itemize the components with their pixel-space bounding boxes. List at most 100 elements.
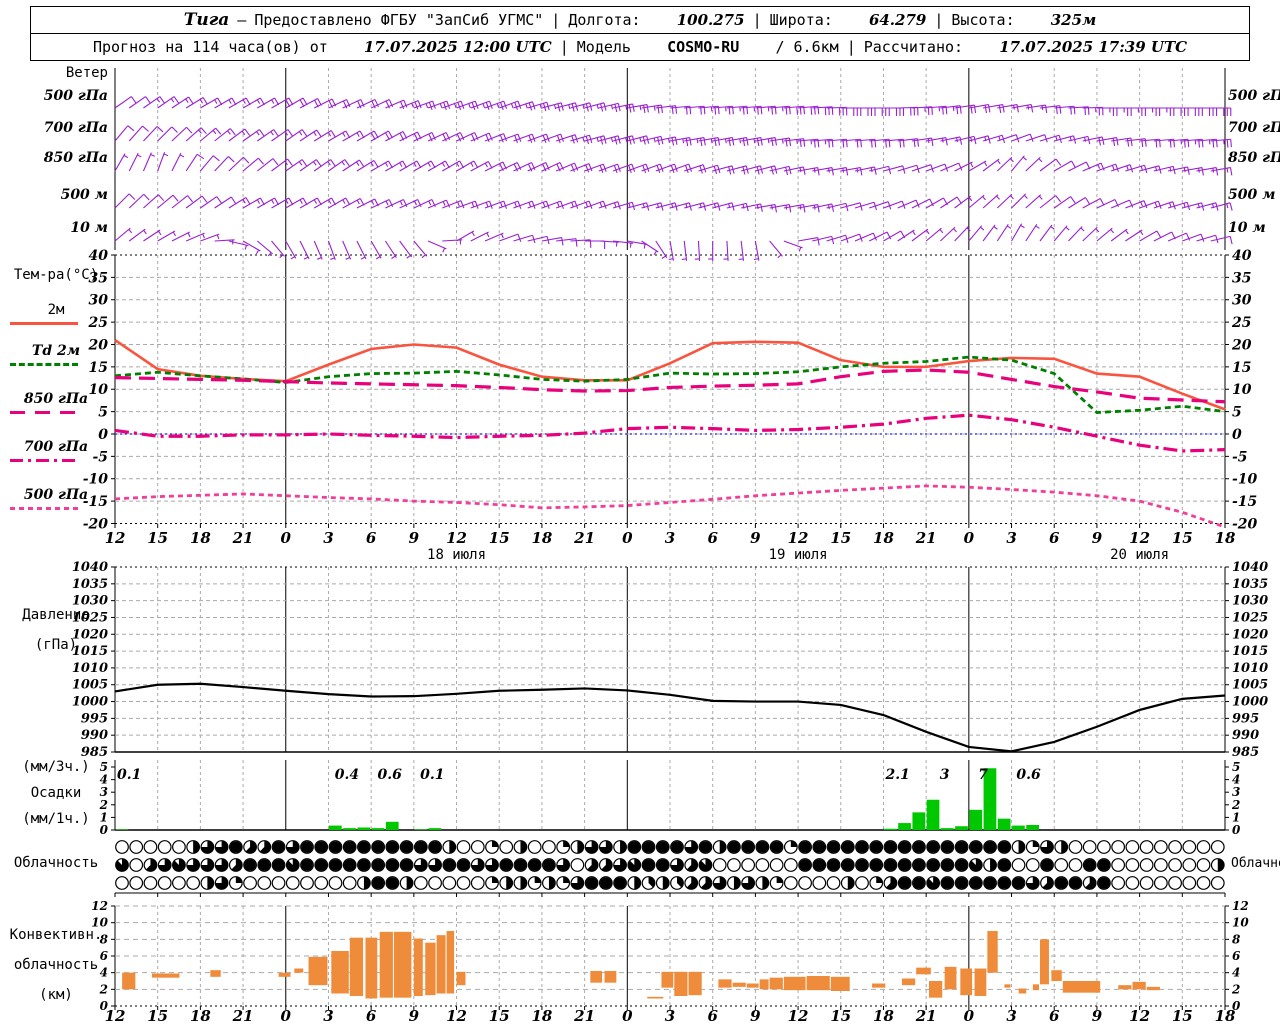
- wind-barb-feather: [817, 204, 820, 213]
- wind-barb-feather: [617, 201, 621, 210]
- wind-barb: [456, 230, 475, 242]
- cloud-symbol: [1153, 876, 1168, 890]
- convective-cloud-bar: [122, 972, 136, 990]
- hour-label-bottom: 3: [1006, 1007, 1016, 1024]
- wind-barb: [997, 134, 1017, 142]
- cloud-symbol-fill: [492, 876, 499, 883]
- convective-cloud-bar: [278, 972, 291, 977]
- convective-cloud-bar: [746, 983, 759, 988]
- wind-barb: [128, 152, 139, 172]
- wind-barb-feather: [287, 158, 293, 166]
- wind-barb: [712, 136, 733, 142]
- lon-value: 100.275: [676, 11, 745, 29]
- wind-barb-half-feather: [328, 199, 332, 204]
- wind-barb: [513, 200, 533, 209]
- cloud-symbol-fill: [941, 877, 954, 889]
- precip-bar: [371, 828, 385, 830]
- wind-barb-feather: [417, 199, 422, 208]
- wind-barb-half-feather: [724, 138, 727, 144]
- wind-barb-feather: [643, 105, 646, 114]
- wind-barb-feather: [1129, 164, 1134, 173]
- cloud-symbol-fill: [215, 876, 228, 890]
- hour-label-top: 18: [531, 529, 552, 547]
- wind-barb-half-feather: [172, 231, 177, 237]
- cloud-symbol: [1182, 876, 1197, 890]
- cloud-symbol: [456, 840, 471, 854]
- cloud-symbol-fill: [656, 841, 669, 853]
- wind-barb-half-feather: [150, 153, 155, 157]
- wind-barb-feather: [202, 97, 208, 105]
- wind-barb-feather: [1215, 167, 1219, 176]
- wind-barb-feather: [157, 194, 165, 202]
- convective-cloud-bar: [425, 942, 436, 996]
- wind-barb: [214, 196, 232, 209]
- wind-barb: [1082, 136, 1103, 142]
- cloud-symbol-fill: [146, 858, 157, 872]
- wind-barb-half-feather: [542, 202, 546, 207]
- wind-barb: [285, 240, 297, 259]
- wind-barb: [982, 224, 996, 242]
- wind-barb-half-feather: [966, 227, 971, 232]
- convective-cloud-bar: [661, 971, 674, 988]
- wind-barb: [114, 125, 129, 142]
- wind-barb: [399, 160, 418, 172]
- wind-barb: [185, 195, 203, 209]
- cloud-symbol-fill: [1061, 840, 1068, 854]
- cloud-symbol: [499, 840, 514, 854]
- wind-barb: [256, 158, 274, 172]
- conv-tick-right: 4: [1232, 966, 1240, 980]
- wind-barb-half-feather: [1022, 156, 1027, 161]
- precip-bar: [940, 828, 954, 830]
- wind-barb-half-feather: [499, 202, 503, 207]
- wind-barb: [555, 134, 576, 142]
- wind-barb: [1039, 105, 1060, 109]
- wind-barb-feather: [1187, 166, 1190, 175]
- wind-barb-half-feather: [242, 99, 246, 104]
- wind-barb-half-feather: [585, 202, 588, 207]
- conv-tick-right: 2: [1231, 982, 1240, 996]
- cloud-symbol-fill: [485, 858, 499, 872]
- wind-barb: [982, 194, 999, 209]
- wind-barb-half-feather: [1038, 158, 1043, 163]
- temp-curve-2м: [114, 338, 1226, 411]
- wind-barb-half-feather: [629, 243, 632, 248]
- cloud-symbol-fill: [898, 877, 911, 889]
- wind-barb-feather: [187, 195, 194, 203]
- wind-barb: [313, 197, 332, 209]
- wind-barb-feather: [1070, 196, 1076, 204]
- wind-barb: [299, 240, 310, 260]
- cloud-symbol: [342, 876, 357, 890]
- wind-barb-half-feather: [528, 202, 532, 207]
- wind-barb-half-feather: [317, 257, 322, 260]
- wind-barb-feather: [817, 167, 820, 176]
- wind-barb-feather: [674, 163, 678, 172]
- wind-barb: [612, 163, 633, 172]
- wind-barb-feather: [531, 200, 536, 209]
- wind-barb-half-feather: [486, 232, 490, 238]
- wind-barb: [883, 200, 903, 209]
- wind-barb: [499, 200, 519, 209]
- wind-barb: [356, 198, 376, 209]
- precip-bar: [1026, 824, 1039, 830]
- wind-barb: [1068, 226, 1083, 242]
- cloud-symbol: [527, 840, 542, 854]
- wind-barb-feather: [1044, 134, 1048, 143]
- wind-barb: [157, 152, 166, 172]
- hour-label-top: 15: [830, 529, 851, 547]
- precip-amount-label: 0.1: [117, 767, 141, 783]
- cloud-symbol-fill: [634, 876, 641, 890]
- wind-barb: [541, 200, 561, 209]
- wind-barb: [1210, 235, 1231, 242]
- wind-barb-half-feather: [653, 137, 656, 143]
- wind-barb-feather: [560, 200, 564, 209]
- wind-barb-half-feather: [279, 254, 284, 259]
- wind-barb-half-feather: [925, 229, 930, 235]
- wind-barb-half-feather: [290, 256, 296, 260]
- wind-barb: [798, 138, 819, 142]
- wind-barb-half-feather: [285, 199, 289, 204]
- wind-barb-half-feather: [1111, 165, 1115, 170]
- cloud-symbol: [542, 840, 556, 854]
- cloud-symbol: [570, 858, 585, 872]
- wind-barb-half-feather: [639, 105, 642, 111]
- wind-barb-half-feather: [514, 202, 517, 207]
